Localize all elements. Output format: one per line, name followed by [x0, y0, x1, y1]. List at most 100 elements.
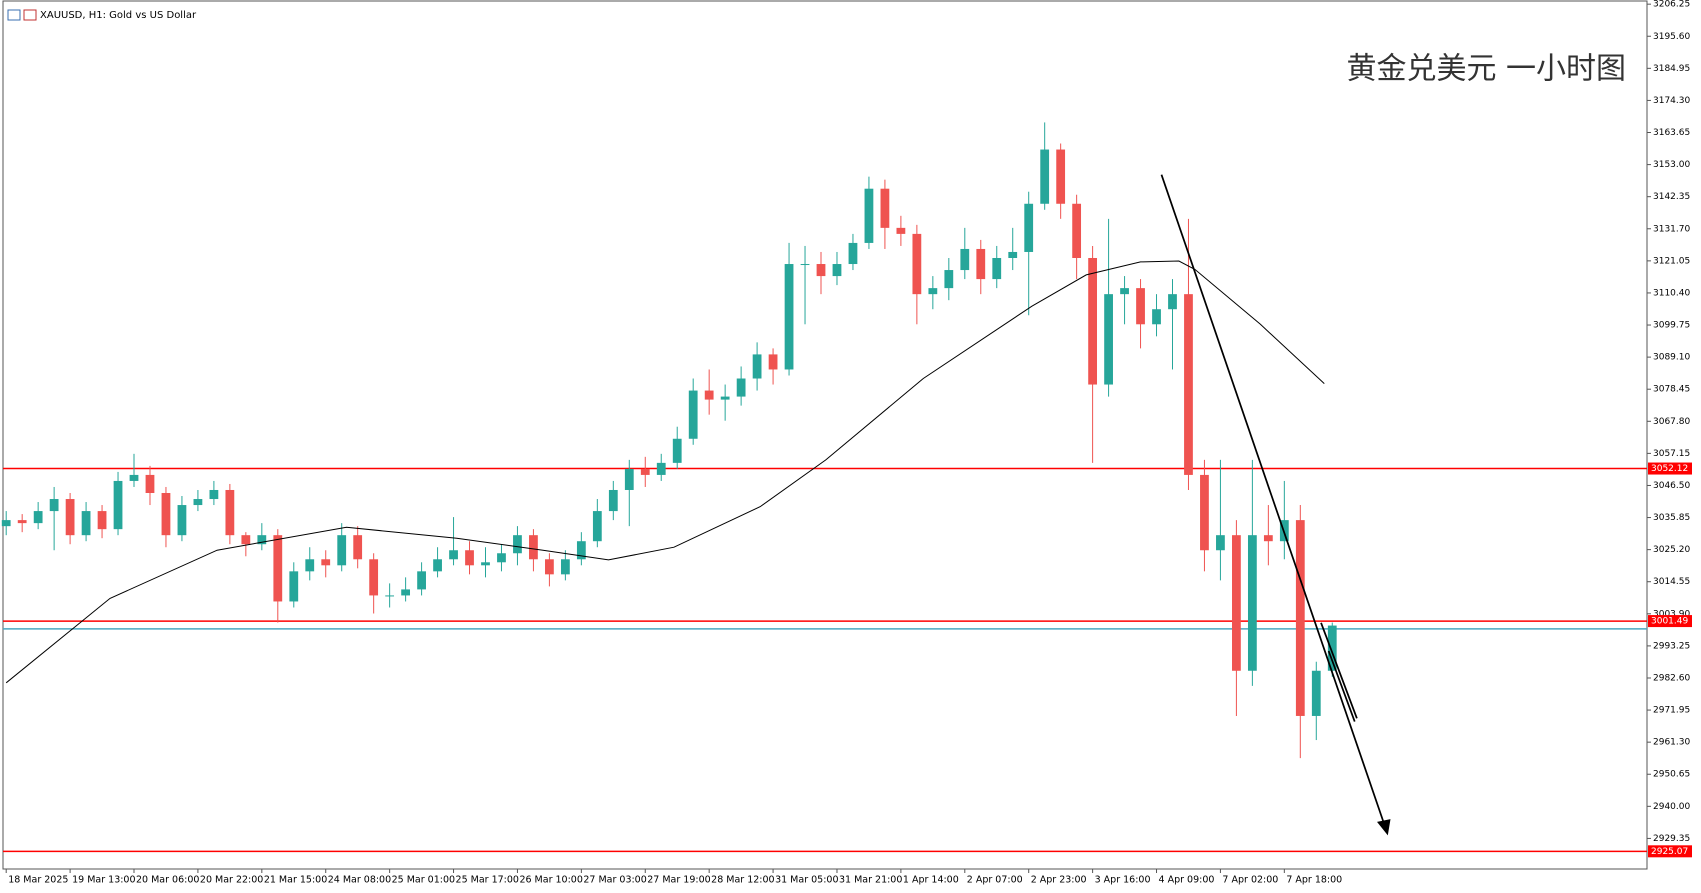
candle-body — [529, 535, 538, 560]
candle-body — [353, 535, 363, 560]
y-tick-label: 3099.75 — [1653, 321, 1690, 331]
candle-body — [608, 489, 618, 512]
candle-body — [1247, 535, 1257, 671]
candle-body — [1008, 251, 1018, 258]
candle-body — [928, 288, 938, 295]
y-tick-label: 3110.40 — [1653, 288, 1690, 298]
annotation: 黄金兑美元 一小时图 — [1346, 52, 1626, 87]
candle-body — [1184, 294, 1193, 475]
price-tag-label: 3052.12 — [1651, 464, 1688, 474]
y-tick-label: 3078.45 — [1653, 385, 1690, 395]
candle-body — [497, 553, 506, 563]
candle-body — [433, 559, 442, 572]
x-tick-label: 20 Mar 22:00 — [200, 875, 263, 886]
candle-body — [1327, 625, 1337, 671]
candle-body — [848, 242, 858, 265]
x-tick-label: 24 Mar 08:00 — [328, 875, 391, 886]
candle-body — [1263, 535, 1273, 542]
y-tick-label: 2971.95 — [1653, 706, 1690, 716]
candle-body — [81, 511, 91, 536]
x-tick-label: 31 Mar 21:00 — [839, 875, 902, 886]
candle-body — [289, 571, 299, 602]
y-tick-label: 3121.05 — [1653, 256, 1690, 266]
x-tick-label: 28 Mar 12:00 — [711, 875, 774, 886]
candle-body — [624, 468, 634, 490]
candle-body — [193, 499, 203, 506]
candle-body — [385, 595, 395, 597]
y-tick-label: 2929.35 — [1653, 834, 1690, 844]
candle-body — [145, 474, 155, 493]
candle-body — [864, 188, 874, 243]
x-tick-label: 25 Mar 01:00 — [392, 875, 455, 886]
candle-body — [992, 257, 1002, 280]
x-tick-label: 2 Apr 07:00 — [967, 875, 1023, 886]
y-tick-label: 3195.60 — [1653, 32, 1690, 42]
candle-body — [1120, 288, 1129, 295]
candle-body — [241, 535, 251, 545]
candle-body — [33, 511, 43, 524]
plot-frame — [2, 0, 1648, 870]
y-tick-label: 3067.80 — [1653, 417, 1690, 427]
y-tick-label: 2961.30 — [1653, 738, 1690, 748]
candle-body — [1104, 294, 1113, 385]
candle-body — [1072, 203, 1082, 258]
y-tick-label: 3174.30 — [1653, 96, 1690, 106]
y-tick-label: 3057.15 — [1653, 449, 1690, 459]
candle-body — [1232, 535, 1241, 671]
candle-body — [417, 571, 426, 590]
price-tag — [1648, 462, 1692, 475]
y-tick-label: 3035.85 — [1653, 513, 1690, 523]
candle-body — [1136, 288, 1145, 325]
y-tick-label: 3046.50 — [1653, 481, 1690, 491]
price-tag-label: 3001.49 — [1651, 617, 1688, 627]
y-tick-label: 3142.35 — [1653, 192, 1690, 202]
y-tick-label: 3184.95 — [1653, 64, 1690, 74]
candle-body — [880, 188, 890, 228]
x-tick-label: 4 Apr 09:00 — [1159, 875, 1215, 886]
y-tick-label: 3153.00 — [1653, 160, 1690, 170]
x-tick-label: 21 Mar 15:00 — [264, 875, 327, 886]
y-tick-label: 3089.10 — [1653, 353, 1690, 363]
candle-body — [545, 559, 554, 575]
candle-body — [560, 559, 570, 575]
candle-body — [449, 550, 458, 560]
y-tick-label: 2940.00 — [1653, 802, 1690, 812]
x-tick-label: 1 Apr 14:00 — [903, 875, 959, 886]
candle-body — [1295, 520, 1305, 716]
moving-average — [5, 260, 1325, 684]
candle-body — [688, 390, 698, 439]
candle-body — [1040, 149, 1050, 204]
candle-body — [321, 559, 331, 566]
x-tick-label: 27 Mar 19:00 — [647, 875, 710, 886]
y-tick-label: 3025.20 — [1653, 545, 1690, 555]
candle-body — [369, 559, 379, 596]
chart-title: XAUUSD, H1: Gold vs US Dollar — [40, 10, 197, 21]
candle-body — [816, 264, 826, 277]
candle-body — [768, 354, 778, 370]
x-tick-label: 19 Mar 13:00 — [72, 875, 135, 886]
price-tag-label: 2925.07 — [1651, 847, 1688, 857]
candle-body — [656, 462, 666, 475]
x-tick-label: 27 Mar 03:00 — [583, 875, 646, 886]
candle-body — [401, 589, 411, 596]
y-tick-label: 3003.90 — [1653, 609, 1690, 619]
candle-body — [65, 499, 75, 536]
y-tick-label: 3014.55 — [1653, 577, 1690, 587]
x-tick-label: 2 Apr 23:00 — [1031, 875, 1087, 886]
candle-body — [481, 562, 490, 566]
price-tag — [1648, 845, 1692, 858]
x-tick-label: 7 Apr 18:00 — [1286, 875, 1342, 886]
y-tick-label: 3163.65 — [1653, 128, 1690, 138]
x-tick-label: 26 Mar 10:00 — [519, 875, 582, 886]
candle-body — [1168, 294, 1177, 310]
candle-body — [225, 489, 235, 536]
x-tick-label: 18 Mar 2025 — [8, 875, 68, 886]
candle-body — [736, 378, 746, 397]
y-tick-label: 2950.65 — [1653, 770, 1690, 780]
candle-body — [513, 535, 522, 554]
candle-body — [113, 480, 123, 530]
candle-body — [97, 511, 107, 530]
x-tick-label: 3 Apr 16:00 — [1095, 875, 1151, 886]
